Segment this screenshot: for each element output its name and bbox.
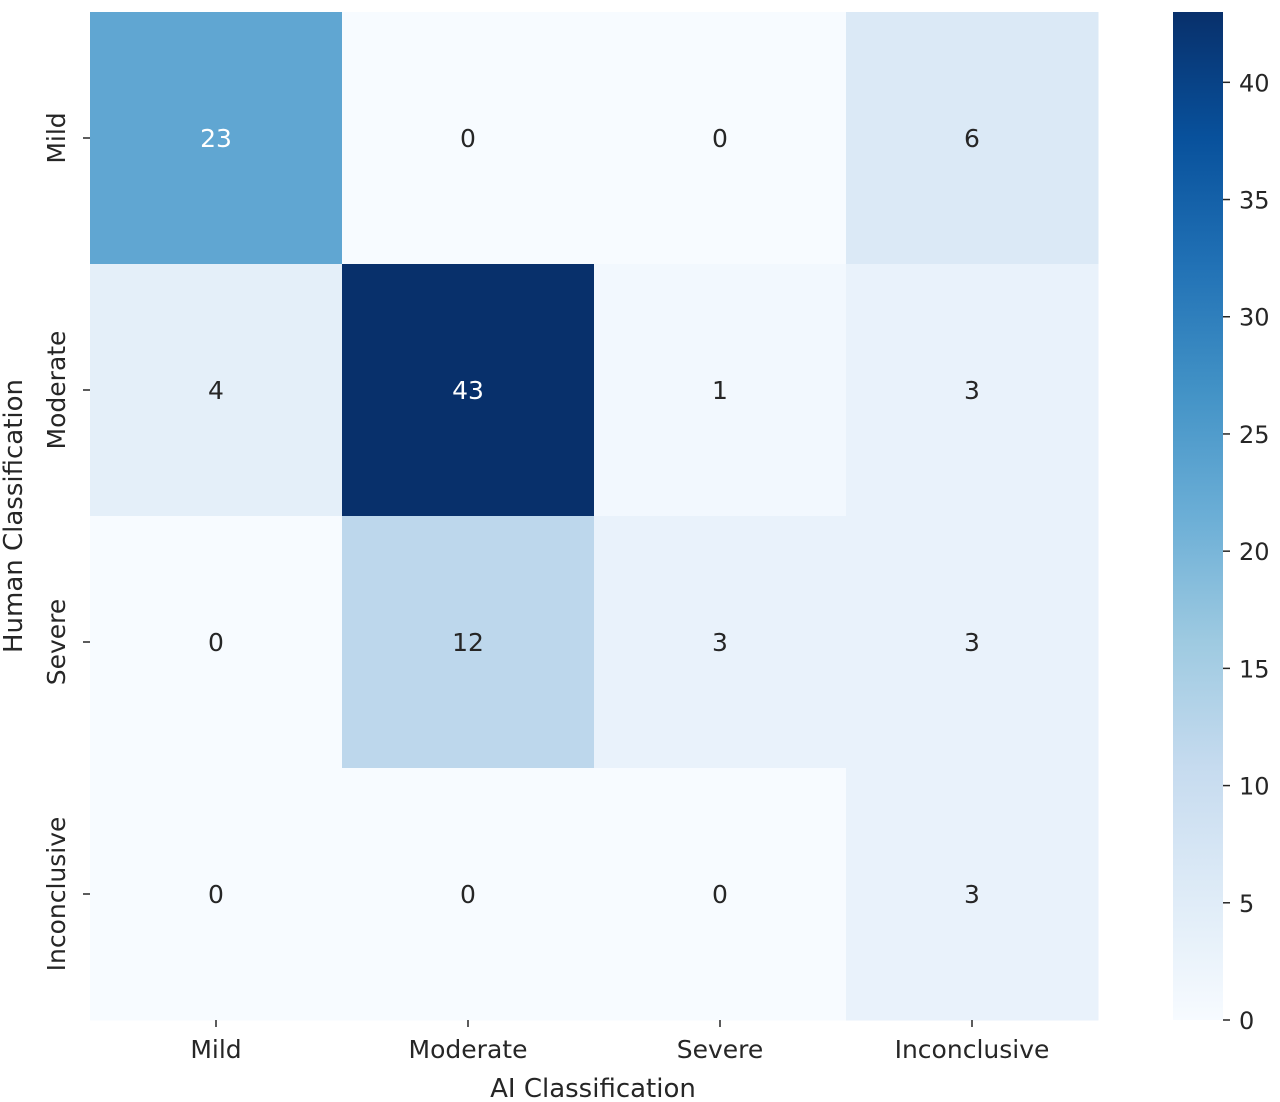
cell-value-label: 0 [460, 124, 476, 153]
cell-value-label: 43 [452, 376, 484, 405]
colorbar-tick-label: 30 [1239, 304, 1270, 332]
cell-value-label: 0 [712, 124, 728, 153]
cell-value-label: 3 [964, 880, 980, 909]
y-axis-label: Human Classification [0, 379, 29, 653]
x-tick-label: Mild [190, 1035, 241, 1064]
cell-value-label: 4 [208, 376, 224, 405]
y-axis-ticks: Mild Moderate Severe Inconclusive [42, 112, 90, 971]
heatmap-cell [90, 768, 343, 1021]
y-tick-label: Moderate [42, 331, 71, 450]
heatmap-cell [594, 516, 847, 769]
heatmap-cell [342, 264, 595, 517]
y-tick-label: Inconclusive [42, 817, 71, 972]
heatmap-cell [594, 768, 847, 1021]
cell-value-label: 0 [208, 880, 224, 909]
heatmap-cells: 23 0 0 6 4 43 1 3 0 12 3 3 0 0 0 3 [90, 12, 1099, 1021]
colorbar-tick-label: 15 [1239, 655, 1270, 683]
cell-value-label: 0 [208, 628, 224, 657]
heatmap-cell [90, 516, 343, 769]
cell-value-label: 0 [460, 880, 476, 909]
colorbar-tick-label: 10 [1239, 773, 1270, 801]
cell-value-label: 3 [712, 628, 728, 657]
cell-value-label: 3 [964, 628, 980, 657]
colorbar-tick-label: 25 [1239, 421, 1270, 449]
colorbar-tick-label: 0 [1239, 1007, 1254, 1035]
cell-value-label: 1 [712, 376, 728, 405]
y-tick-label: Severe [42, 599, 71, 686]
heatmap-cell [846, 264, 1099, 517]
y-tick-label: Mild [42, 112, 71, 163]
colorbar-ticks: 0 5 10 15 20 25 30 35 40 [1223, 69, 1270, 1035]
x-tick-label: Moderate [409, 1035, 528, 1064]
cell-value-label: 0 [712, 880, 728, 909]
x-axis-ticks: Mild Moderate Severe Inconclusive [190, 1020, 1049, 1064]
x-tick-label: Severe [677, 1035, 764, 1064]
x-tick-label: Inconclusive [895, 1035, 1050, 1064]
heatmap-cell [90, 264, 343, 517]
cell-value-label: 6 [964, 124, 980, 153]
colorbar-tick-label: 5 [1239, 890, 1254, 918]
x-axis-label: AI Classification [490, 1074, 696, 1102]
colorbar-tick-label: 35 [1239, 187, 1270, 215]
heatmap-cell [594, 264, 847, 517]
colorbar-tick-label: 20 [1239, 538, 1270, 566]
colorbar [1173, 12, 1223, 1020]
heatmap-cell [342, 12, 595, 265]
heatmap-cell [342, 516, 595, 769]
heatmap-cell [846, 768, 1099, 1021]
heatmap-cell [846, 516, 1099, 769]
heatmap-cell [342, 768, 595, 1021]
heatmap-cell [90, 12, 343, 265]
colorbar-tick-label: 40 [1239, 69, 1270, 97]
cell-value-label: 23 [200, 124, 232, 153]
heatmap-cell [846, 12, 1099, 265]
cell-value-label: 3 [964, 376, 980, 405]
heatmap-cell [594, 12, 847, 265]
cell-value-label: 12 [452, 628, 484, 657]
